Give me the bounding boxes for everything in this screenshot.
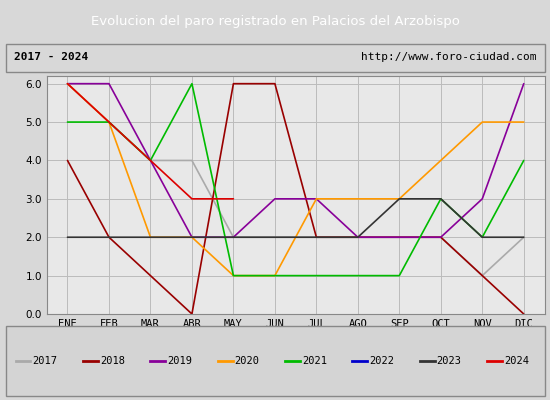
Text: 2018: 2018: [100, 356, 125, 366]
Text: Evolucion del paro registrado en Palacios del Arzobispo: Evolucion del paro registrado en Palacio…: [91, 14, 459, 28]
Text: 2024: 2024: [504, 356, 529, 366]
Text: 2023: 2023: [437, 356, 461, 366]
Bar: [6, 44, 544, 72]
Text: 2017: 2017: [32, 356, 57, 366]
Text: 2019: 2019: [167, 356, 192, 366]
Text: 2017 - 2024: 2017 - 2024: [14, 52, 88, 62]
Text: 2020: 2020: [234, 356, 260, 366]
Text: 2021: 2021: [302, 356, 327, 366]
Text: http://www.foro-ciudad.com: http://www.foro-ciudad.com: [361, 52, 536, 62]
Text: 2022: 2022: [370, 356, 394, 366]
